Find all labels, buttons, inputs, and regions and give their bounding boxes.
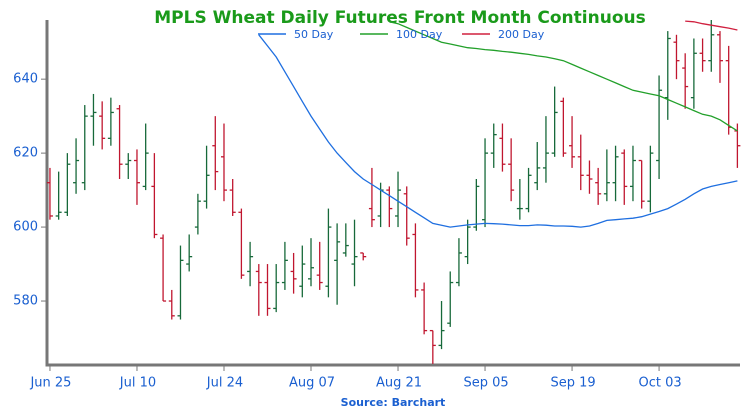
legend-label: 200 Day [498, 28, 545, 41]
x-tick-label: Oct 03 [638, 376, 681, 391]
legend-label: 50 Day [294, 28, 334, 41]
x-tick-label: Aug 21 [376, 376, 422, 391]
y-tick-label: 580 [13, 294, 38, 309]
moving-average-line [258, 34, 738, 228]
y-tick-label: 620 [13, 146, 38, 161]
x-tick-label: Jun 25 [29, 376, 71, 391]
moving-average-line [685, 20, 738, 31]
x-tick-label: Sep 19 [550, 376, 595, 391]
legend-label: 100 Day [396, 28, 443, 41]
x-tick-label: Aug 07 [289, 376, 335, 391]
y-tick-label: 640 [13, 72, 38, 87]
x-tick-label: Sep 05 [463, 376, 508, 391]
source: Source: Barchart [341, 396, 446, 409]
y-tick-label: 600 [13, 220, 38, 235]
moving-average-line [389, 21, 738, 132]
x-tick-label: Jul 10 [119, 376, 156, 391]
x-tick-label: Jul 24 [206, 376, 243, 391]
chart-title: MPLS Wheat Daily Futures Front Month Con… [154, 8, 645, 28]
